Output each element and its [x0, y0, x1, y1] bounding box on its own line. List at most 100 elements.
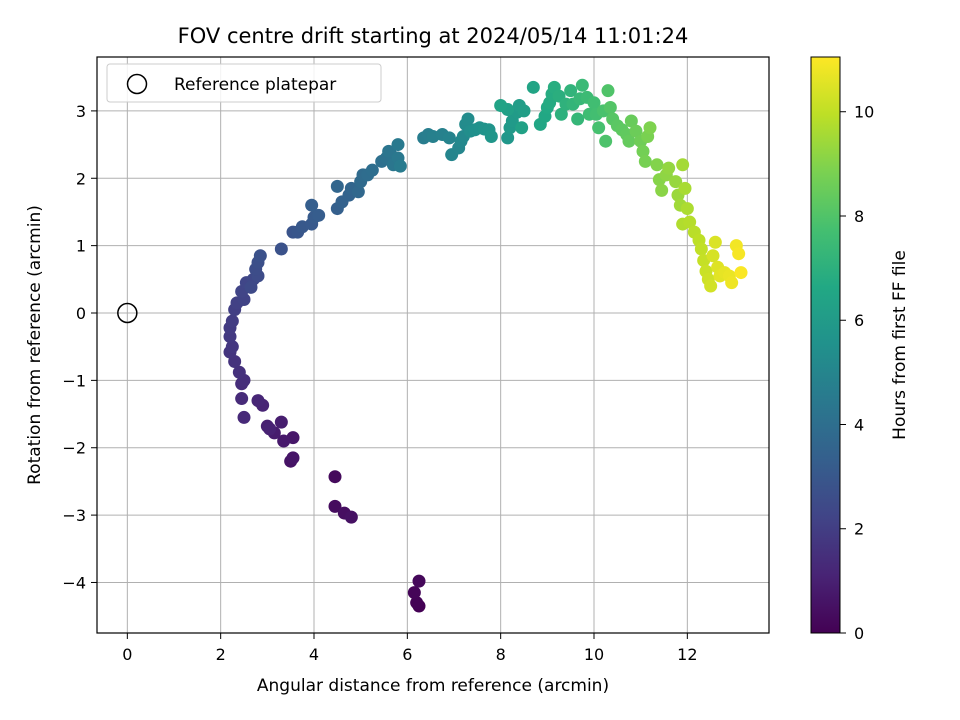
x-tick-label: 12 — [677, 645, 697, 664]
data-point — [328, 499, 342, 513]
data-point — [622, 134, 636, 148]
chart-title: FOV centre drift starting at 2024/05/14 … — [178, 24, 689, 48]
data-point — [344, 510, 358, 524]
data-point — [365, 163, 379, 177]
data-point — [232, 365, 246, 379]
data-point — [683, 215, 697, 229]
x-tick-label: 10 — [584, 645, 604, 664]
colorbar-label: Hours from first FF file — [890, 250, 910, 440]
data-point — [382, 144, 396, 158]
plot-frame — [96, 56, 770, 634]
data-point — [601, 84, 615, 98]
grid-lines — [97, 57, 769, 633]
data-point — [501, 131, 515, 145]
data-point — [564, 84, 578, 98]
data-point — [410, 596, 424, 610]
legend-entry-label: Reference platepar — [174, 75, 336, 95]
data-point — [494, 99, 508, 113]
y-axis-label: Rotation from reference (arcmin) — [25, 205, 45, 485]
data-point — [305, 198, 319, 212]
data-point — [328, 470, 342, 484]
data-point — [225, 340, 239, 354]
data-point — [603, 101, 617, 115]
data-point — [312, 208, 326, 222]
colorbar-tick-label: 2 — [854, 520, 864, 539]
data-point — [407, 586, 421, 600]
y-tick-label: −3 — [62, 506, 86, 525]
data-point — [734, 266, 748, 280]
y-tick-label: −1 — [62, 371, 86, 390]
data-point — [515, 121, 529, 135]
data-point — [669, 175, 683, 189]
data-point — [678, 181, 692, 195]
x-tick-label: 0 — [122, 645, 132, 664]
reference-platepar-marker — [117, 302, 138, 324]
data-point — [638, 154, 652, 168]
colorbar-tick-label: 0 — [854, 624, 864, 643]
legend-box — [106, 63, 382, 103]
data-point — [442, 131, 456, 145]
data-point — [655, 183, 669, 197]
data-point — [650, 158, 664, 172]
data-point — [694, 242, 708, 256]
data-point — [676, 158, 690, 172]
data-point — [587, 96, 601, 110]
data-point — [526, 80, 540, 94]
legend: Reference platepar — [106, 63, 382, 103]
data-point — [680, 202, 694, 216]
data-point — [391, 138, 405, 152]
data-point — [643, 121, 657, 135]
x-tick-label: 8 — [496, 645, 506, 664]
data-point — [274, 415, 288, 429]
colorbar-tick-label: 10 — [854, 103, 874, 122]
y-tick-label: 2 — [76, 169, 86, 188]
data-point — [484, 129, 498, 143]
data-point — [237, 410, 251, 424]
colorbar-ticks: 0 2 4 6 8 10 — [840, 103, 874, 643]
colorbar-gradient — [810, 56, 841, 634]
x-axis-ticks: 0 2 4 6 8 10 12 — [122, 633, 698, 664]
data-point — [274, 242, 288, 256]
data-point — [636, 144, 650, 158]
data-point — [624, 114, 638, 128]
data-point — [263, 422, 277, 436]
colorbar-tick-label: 6 — [854, 311, 864, 330]
data-point — [575, 78, 589, 92]
data-point — [704, 279, 718, 293]
data-point — [629, 124, 643, 138]
colorbar-tick-label: 8 — [854, 207, 864, 226]
data-point — [461, 112, 475, 126]
x-tick-label: 2 — [216, 645, 226, 664]
data-point — [286, 451, 300, 465]
colorbar: 0 2 4 6 8 10 Hours from first FF file — [810, 56, 910, 643]
data-point — [277, 434, 291, 448]
data-point — [725, 276, 739, 290]
data-point — [330, 179, 344, 193]
data-point — [517, 104, 531, 118]
data-point — [235, 392, 249, 406]
y-tick-label: 3 — [76, 102, 86, 121]
y-axis-ticks: −4 −3 −2 −1 0 1 2 3 — [62, 102, 97, 592]
data-point — [662, 161, 676, 175]
y-tick-label: −4 — [62, 573, 86, 592]
x-axis-label: Angular distance from reference (arcmin) — [257, 676, 609, 696]
x-tick-label: 4 — [309, 645, 319, 664]
data-point — [225, 314, 239, 328]
data-point — [251, 394, 265, 408]
data-point — [393, 159, 407, 173]
data-point — [253, 249, 267, 263]
data-point — [592, 121, 606, 135]
data-point — [412, 574, 426, 588]
data-point — [599, 134, 613, 148]
colorbar-tick-label: 4 — [854, 415, 864, 434]
legend-reference-marker — [126, 73, 148, 95]
data-point — [554, 107, 568, 121]
data-point — [708, 235, 722, 249]
y-tick-label: 0 — [76, 304, 86, 323]
y-tick-label: −2 — [62, 439, 86, 458]
data-point — [706, 249, 720, 263]
data-point — [732, 247, 746, 261]
data-points — [117, 78, 748, 613]
data-point — [571, 112, 585, 126]
